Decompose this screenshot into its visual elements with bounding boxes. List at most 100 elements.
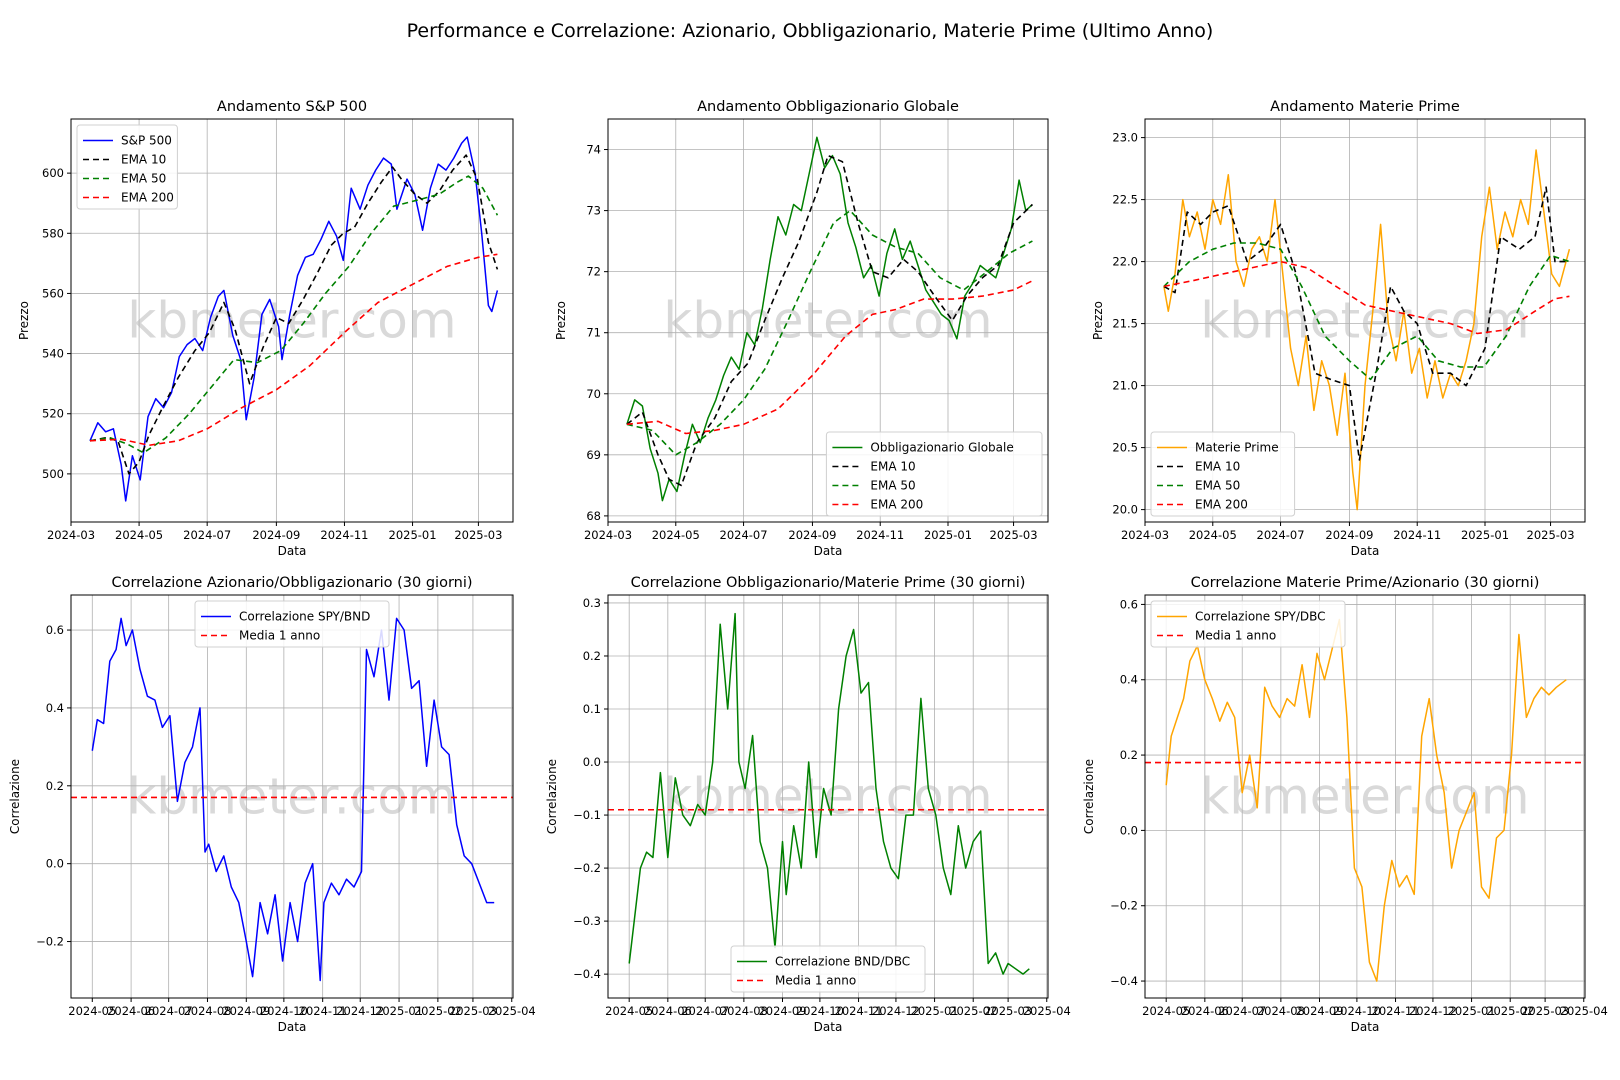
legend: Correlazione BND/DBC Media 1 anno	[730, 945, 926, 993]
x-tick-label: 2024-08	[1257, 1004, 1305, 1018]
x-tick-label: 2024-11	[1393, 528, 1441, 542]
watermark: kbmeter.com	[663, 292, 992, 350]
legend-label: Materie Prime	[1195, 441, 1279, 455]
axes-frame	[1144, 118, 1586, 523]
y-axis-label: Prezzo	[554, 301, 568, 340]
y-axis-label: Correlazione	[545, 759, 559, 834]
plot-area	[608, 595, 1048, 998]
legend-box	[825, 431, 1043, 517]
x-tick-label: 2025-03	[984, 1004, 1032, 1018]
x-tick-label: 2025-01	[389, 528, 437, 542]
x-tick-label: 2024-05	[1189, 528, 1237, 542]
y-tick-label: −0.2	[36, 935, 64, 949]
x-tick-label: 2025-01	[375, 1004, 423, 1018]
series-line-2	[89, 175, 499, 454]
legend: S&P 500 EMA 10 EMA 50 EMA 200	[76, 124, 178, 210]
x-tick-label: 2025-02	[1486, 1004, 1534, 1018]
axes-frame	[607, 118, 1049, 523]
x-tick-label: 2024-10	[1333, 1004, 1381, 1018]
legend-label: EMA 10	[870, 460, 915, 474]
y-tick-label: 69	[586, 448, 601, 462]
series-line-3	[89, 253, 498, 447]
x-tick-label: 2024-07	[1257, 528, 1305, 542]
y-tick-label: 0.4	[1120, 673, 1138, 687]
y-axis-label: Prezzo	[17, 301, 31, 340]
y-tick-label: 20.5	[1112, 441, 1138, 455]
legend-label: EMA 10	[121, 153, 166, 167]
legend-label: Media 1 anno	[239, 629, 320, 643]
plot-area	[71, 595, 513, 998]
series-line-1	[1163, 186, 1570, 461]
x-tick-label: 2025-03	[990, 528, 1038, 542]
x-tick-label: 2024-11	[835, 1004, 883, 1018]
legend-label: EMA 200	[870, 498, 923, 512]
legend-label: Obbligazionario Globale	[870, 441, 1013, 455]
chart-title: Andamento Materie Prime	[1270, 99, 1460, 115]
legend-box	[1150, 600, 1346, 648]
chart-title: Andamento S&P 500	[217, 99, 367, 115]
x-tick-label: 2024-09	[252, 528, 300, 542]
y-tick-label: 71	[586, 326, 601, 340]
y-tick-label: 0.2	[1120, 748, 1138, 762]
y-axis-label: Correlazione	[1082, 759, 1096, 834]
y-tick-label: 21.5	[1112, 317, 1138, 331]
legend-box	[730, 945, 926, 993]
x-tick-label: 2024-09	[1295, 1004, 1343, 1018]
chart-panel-bond: kbmeter.com 2024-03 2024-05 2024-07 2024-09 2…	[554, 99, 1049, 558]
chart-title: Correlazione Materie Prime/Azionario (30…	[1191, 575, 1540, 591]
x-tick-label: 2024-07	[720, 528, 768, 542]
y-tick-label: 560	[42, 286, 64, 300]
series-line-0	[1165, 618, 1567, 982]
legend-label: EMA 200	[1195, 498, 1248, 512]
x-tick-label: 2024-07	[681, 1004, 729, 1018]
x-tick-label: 2025-01	[924, 528, 972, 542]
x-tick-label: 2024-05	[652, 528, 700, 542]
chart-panel-corr_spy_dbc: kbmeter.com2024-052024-062024-072024-082…	[1082, 575, 1608, 1034]
x-tick-label: 2024-11	[320, 528, 368, 542]
series-group	[1145, 618, 1585, 982]
legend-label: EMA 50	[121, 172, 166, 186]
x-tick-label: 2024-07	[183, 528, 231, 542]
x-axis-label: Data	[1351, 1020, 1380, 1034]
y-tick-label: −0.1	[573, 808, 601, 822]
watermark: kbmeter.com	[663, 768, 992, 826]
x-tick-label: 2024-03	[1121, 528, 1169, 542]
y-axis-label: Prezzo	[1091, 301, 1105, 340]
x-tick-label: 2024-11	[299, 1004, 347, 1018]
y-tick-label: −0.3	[573, 914, 601, 928]
x-tick-label: 2024-07	[1218, 1004, 1266, 1018]
axes-frame	[1144, 594, 1586, 999]
x-tick-label: 2024-06	[644, 1004, 692, 1018]
legend-label: Correlazione BND/DBC	[775, 955, 910, 969]
y-tick-label: 0.6	[46, 623, 64, 637]
x-axis-label: Data	[814, 544, 843, 558]
series-line-0	[91, 617, 495, 982]
x-tick-label: 2024-08	[183, 1004, 231, 1018]
chart-title: Correlazione Obbligazionario/Materie Pri…	[631, 575, 1026, 591]
chart-panel-corr_bnd_dbc: kbmeter.com2024-052024-062024-072024-082…	[545, 575, 1071, 1034]
y-tick-label: 580	[42, 226, 64, 240]
y-tick-label: −0.2	[573, 861, 601, 875]
y-tick-label: 22.0	[1112, 255, 1138, 269]
plot-area	[1145, 595, 1585, 998]
legend-label: Media 1 anno	[1195, 629, 1276, 643]
legend-label: Media 1 anno	[775, 974, 856, 988]
chart-panel-commod: kbmeter.com 2024-03 2024-05 2024-07 2024-09 2…	[1091, 99, 1586, 558]
y-tick-label: −0.2	[1110, 899, 1138, 913]
y-tick-label: 0.2	[583, 649, 601, 663]
x-tick-label: 2024-07	[145, 1004, 193, 1018]
x-tick-label: 2024-09	[788, 528, 836, 542]
chart-title: Andamento Obbligazionario Globale	[697, 99, 959, 115]
chart-panel-corr_spy_bnd: kbmeter.com2024-052024-062024-072024-082…	[8, 575, 536, 1034]
series-line-0	[89, 136, 499, 502]
y-tick-label: 72	[586, 265, 601, 279]
series-group	[626, 136, 1033, 502]
x-tick-label: 2025-03	[454, 528, 502, 542]
y-tick-label: 73	[586, 204, 601, 218]
x-axis-label: Data	[278, 544, 307, 558]
y-tick-label: −0.4	[573, 967, 601, 981]
legend: Obbligazionario Globale EMA 10 EMA 50 EMA 2…	[825, 431, 1043, 517]
x-axis-label: Data	[278, 1020, 307, 1034]
legend-label: EMA 50	[1195, 479, 1240, 493]
